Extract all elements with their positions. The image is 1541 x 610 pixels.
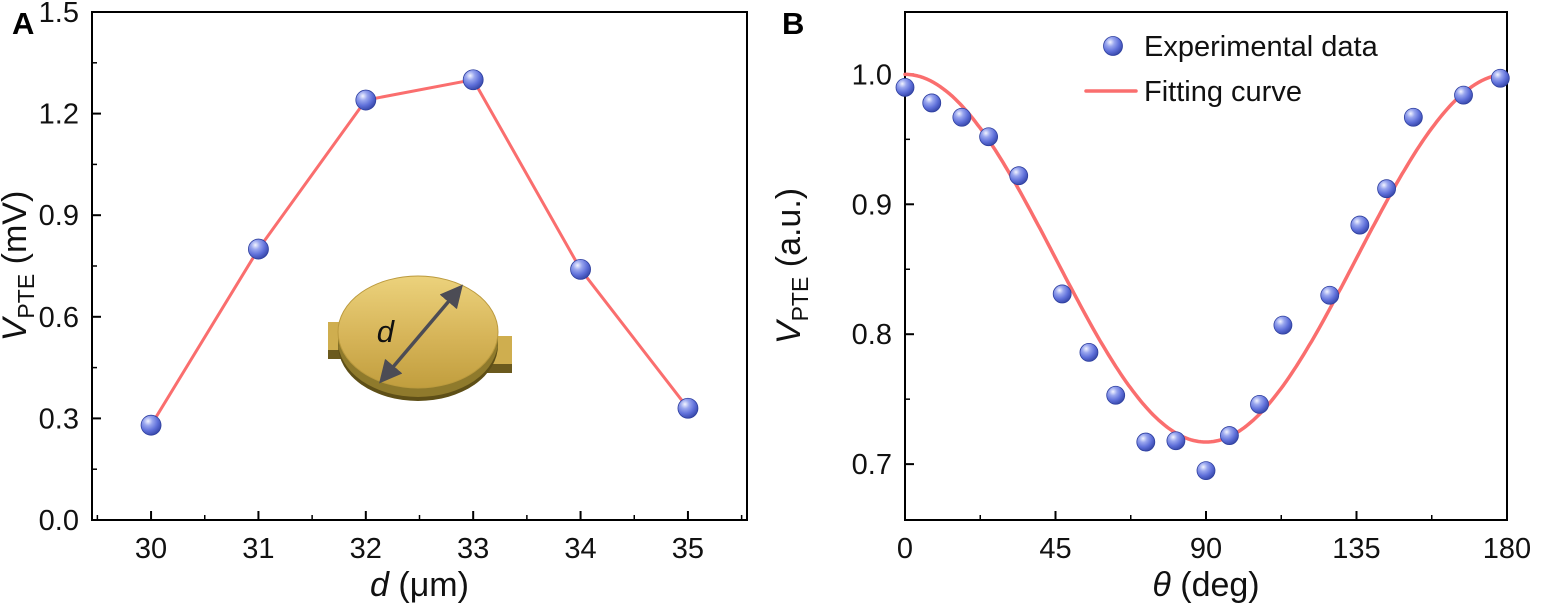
data-point — [1454, 85, 1473, 105]
x-axis-label: d (μm) — [370, 566, 469, 604]
x-tick-label: 90 — [1190, 533, 1222, 565]
x-tick-label: 35 — [672, 533, 704, 565]
legend: Experimental data Fitting curve — [1084, 31, 1379, 108]
x-tick-label: 30 — [135, 533, 167, 565]
x-tick-label: 32 — [350, 533, 382, 565]
y-tick-label: 0.6 — [39, 302, 79, 334]
x-tick-label: 31 — [242, 533, 274, 565]
x-tick-label: 34 — [564, 533, 596, 565]
data-point — [1079, 342, 1099, 362]
data-point — [1052, 284, 1072, 304]
data-point — [355, 89, 377, 111]
data-point — [1220, 426, 1239, 445]
data-point — [1136, 432, 1156, 452]
y-tick-label: 1.5 — [39, 0, 79, 29]
data-point — [1106, 385, 1126, 405]
data-point — [1273, 315, 1293, 335]
inset-microdisc: d — [328, 275, 512, 401]
inset-disc-top — [337, 275, 499, 389]
data-point — [952, 107, 972, 127]
data-point — [895, 77, 915, 97]
y-tick-label: 0.9 — [852, 189, 892, 221]
x-tick-label: 0 — [897, 533, 913, 565]
legend-label: Fitting curve — [1144, 76, 1302, 108]
data-point — [1250, 394, 1269, 414]
data-point — [462, 69, 484, 91]
y-tick-label: 1.2 — [39, 99, 79, 131]
data-point — [1196, 461, 1216, 481]
data-point — [677, 397, 699, 419]
plot-frame — [91, 11, 748, 521]
y-tick-label: 0.9 — [39, 200, 79, 232]
x-tick-label: 135 — [1332, 533, 1380, 565]
y-axis-label: VPTE (mV) — [0, 191, 39, 342]
data-point — [1490, 68, 1510, 88]
x-axis-label: θ (deg) — [1152, 566, 1259, 604]
data-point — [979, 127, 999, 147]
y-axis-label: VPTE (a.u.) — [770, 188, 813, 344]
data-line — [149, 78, 690, 427]
y-tick-label: 0.7 — [852, 449, 892, 481]
x-tick-label: 45 — [1039, 533, 1071, 565]
panel-b-chart: 0 45 90 135 180 0.7 0.8 0.9 1.0 Experimental data… — [770, 11, 1531, 604]
data-point — [1009, 166, 1029, 186]
data-point — [1320, 285, 1340, 305]
inset-diameter-label: d — [377, 314, 396, 349]
y-tick-label: 0.3 — [39, 403, 79, 435]
y-tick-label: 0.0 — [39, 505, 79, 537]
panel-label-a: A — [12, 6, 35, 41]
fit-curve — [903, 72, 1509, 444]
x-tick-label: 33 — [457, 533, 489, 565]
panel-label-b: B — [782, 6, 805, 41]
data-point — [248, 238, 269, 260]
data-point — [570, 258, 591, 280]
data-point — [140, 414, 162, 436]
x-tick-label: 180 — [1483, 533, 1531, 565]
data-point — [1377, 179, 1396, 199]
diameter-arrow — [379, 284, 463, 384]
legend-label: Experimental data — [1144, 31, 1379, 63]
data-point — [922, 93, 942, 113]
data-point — [1166, 431, 1186, 451]
data-point — [1350, 215, 1370, 235]
y-tick-label: 0.8 — [852, 319, 892, 351]
y-tick-label: 1.0 — [852, 59, 892, 91]
legend-marker-dot — [1103, 36, 1123, 56]
panel-a-chart: 30 31 32 33 34 35 0.0 0.3 0.6 0.9 1.2 1.5 d d (μm) VPT… — [0, 0, 748, 604]
data-point — [1403, 107, 1423, 127]
